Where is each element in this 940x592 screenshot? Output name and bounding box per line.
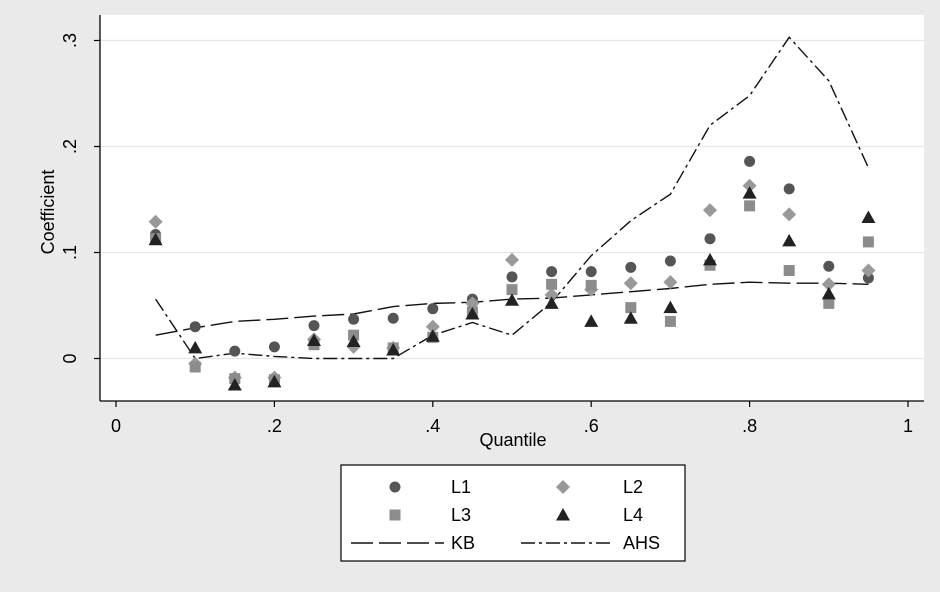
plot-background [100,15,924,401]
legend-label-l4: L4 [623,505,643,525]
point-l2 [821,277,836,292]
point-l4 [346,334,361,348]
point-l1 [625,261,637,273]
legend-label-l2: L2 [623,477,643,497]
gridlines [100,39,924,360]
point-l1 [229,345,241,357]
point-l4 [505,293,519,306]
point-l1 [704,233,716,245]
point-l1 [268,341,280,353]
point-l2 [782,207,797,222]
point-l1 [664,255,676,267]
point-l4 [623,311,638,324]
x-tick-label: .6 [584,416,599,436]
point-l1 [783,183,795,195]
point-l3 [625,302,637,314]
x-tick-label: .2 [267,416,282,436]
axes: 0 .2 .4 .6 .8 1 0 .1 .2 .3 [60,15,924,436]
y-tick-label: 0 [60,353,80,363]
point-l1 [189,321,201,333]
point-l4 [267,374,282,388]
x-axis-label: Quantile [479,430,546,450]
point-l2 [505,252,519,267]
point-l4 [188,340,203,354]
series-line-kb [155,281,869,336]
point-l4 [703,252,717,266]
point-l1 [387,312,399,324]
point-l4 [307,333,321,346]
point-l1 [862,272,874,284]
legend-label-l3: L3 [451,505,471,525]
legend-key-l2 [556,480,570,494]
point-l2 [425,319,440,334]
point-l2 [742,178,757,193]
x-tick-label: 0 [111,416,121,436]
point-l4 [544,296,559,309]
legend-label-kb: KB [451,533,475,553]
point-l3 [664,315,676,327]
point-l4 [821,286,836,300]
legend: L1 L2 L3 L4 KB AHS [340,464,686,562]
x-tick-label: .8 [742,416,757,436]
point-l3 [823,297,835,309]
legend-label-ahs: AHS [623,533,660,553]
point-l1 [427,303,439,315]
point-l4 [782,233,797,247]
line-series [155,36,870,360]
point-l4 [584,314,599,327]
point-l3 [783,265,795,277]
series-line-ahs [155,36,870,360]
point-l2 [623,276,638,291]
point-l1 [348,313,360,325]
y-axis-label: Coefficient [38,170,58,255]
point-l1 [308,320,320,332]
point-l2 [703,203,717,218]
point-l3 [744,200,756,212]
y-tick-label: .2 [60,139,80,154]
point-l4 [861,210,876,224]
point-l3 [546,278,558,290]
point-l1 [744,155,756,167]
point-l2 [148,214,163,229]
legend-key-l1 [389,481,401,493]
point-l2 [663,275,678,290]
point-l4 [227,378,242,391]
point-l4 [148,232,163,246]
point-l1 [823,260,835,272]
point-l4 [742,186,757,199]
point-l4 [663,300,678,314]
point-l3 [862,236,874,248]
x-tick-label: 1 [903,416,913,436]
x-tick-label: .4 [425,416,440,436]
scatter-series [148,155,876,391]
point-l3 [506,284,518,296]
y-tick-label: .1 [60,245,80,260]
point-l4 [425,329,440,342]
legend-label-l1: L1 [451,477,471,497]
legend-key-l3 [389,509,401,521]
point-l1 [506,271,518,283]
point-l1 [546,266,558,278]
point-l3 [189,361,201,373]
point-l1 [585,266,597,278]
legend-key-l4 [556,508,570,521]
point-l3 [585,279,597,291]
y-tick-label: .3 [60,33,80,48]
point-l2 [861,263,876,278]
point-l4 [465,306,480,320]
point-l4 [386,343,401,356]
point-l2 [544,287,559,302]
